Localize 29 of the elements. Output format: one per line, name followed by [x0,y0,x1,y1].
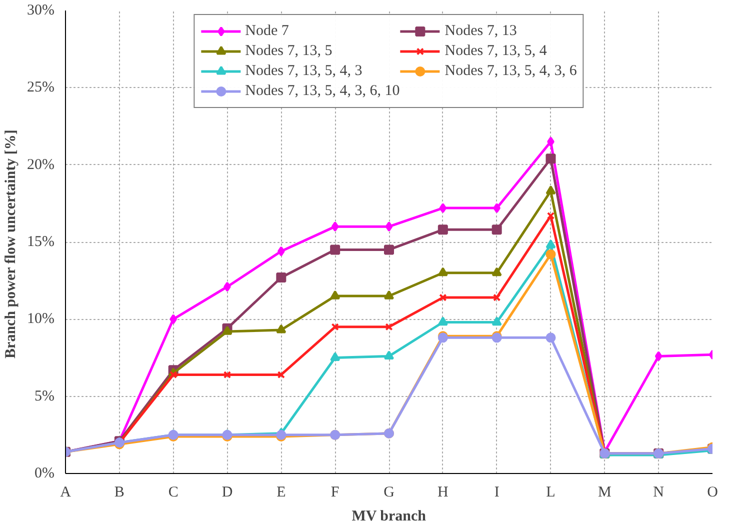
y-tick-label: 10% [27,311,55,328]
x-tick-label: E [276,484,286,500]
x-tick-label: I [494,484,500,500]
x-tick-label: N [653,484,664,500]
y-tick-label: 25% [27,80,55,96]
legend-label: Nodes 7, 13, 5, 4, 3, 6, 10 [245,82,400,100]
x-tick-label: B [114,484,124,500]
legend-label: Nodes 7, 13, 5, 4 [444,42,547,60]
y-tick-label: 15% [27,234,55,250]
y-axis-title: Branch power flow uncertainty [%] [3,130,20,358]
y-tick-label: 20% [27,156,55,173]
x-tick-label: F [330,484,340,500]
y-tick-label: 0% [34,466,55,482]
x-tick-label: G [384,484,395,500]
x-tick-label: C [168,484,178,500]
x-tick-label: D [222,484,233,500]
x-tick-label: H [438,484,448,500]
legend-label: Nodes 7, 13, 5, 4, 3, 6 [444,62,577,80]
x-tick-label: L [546,484,556,500]
x-axis-title: MV branch [352,508,427,524]
legend-label: Nodes 7, 13, 5, 4, 3 [245,62,362,80]
x-tick-label: O [707,484,718,500]
legend-label: Node 7 [245,22,289,40]
legend-label: Nodes 7, 13, 5 [245,42,332,60]
y-tick-label: 5% [34,388,55,404]
legend-label: Nodes 7, 13 [444,22,517,40]
x-tick-label: A [60,484,72,500]
y-tick-label: 30% [27,2,55,18]
x-tick-label: M [598,484,612,500]
